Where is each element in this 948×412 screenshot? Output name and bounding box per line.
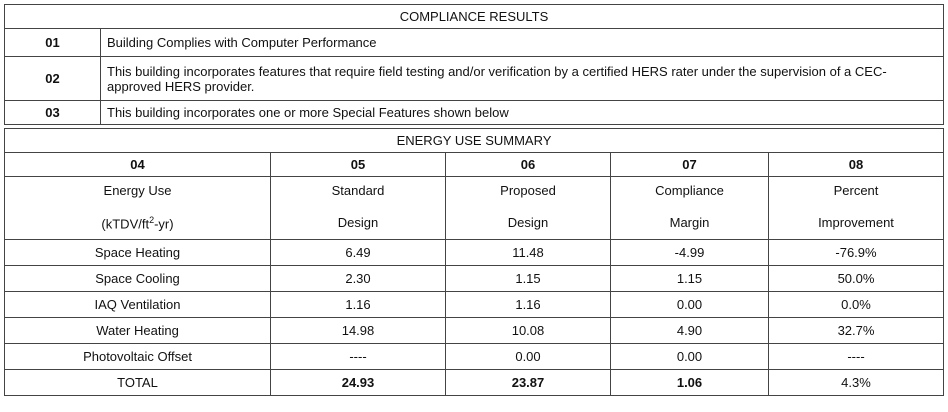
- cell-value: 0.00: [610, 291, 769, 318]
- item-text: Building Complies with Computer Performa…: [100, 28, 944, 57]
- header-top: Proposed: [500, 183, 556, 198]
- cell-value: 1.15: [445, 265, 611, 292]
- row-label: Space Cooling: [4, 265, 271, 292]
- cell-value: 1.16: [270, 291, 446, 318]
- column-number-row: 04 05 06 07 08: [4, 152, 944, 177]
- column-header: Percent Improvement: [768, 176, 944, 240]
- column-header: Standard Design: [270, 176, 446, 240]
- column-header: Energy Use (kTDV/ft2-yr): [4, 176, 271, 240]
- cell-value: 1.06: [610, 369, 769, 396]
- header-top: Energy Use: [103, 183, 172, 198]
- item-number: 03: [4, 100, 101, 125]
- cell-value: 0.00: [445, 343, 611, 370]
- energy-use-summary: ENERGY USE SUMMARY 04 05 06 07 08 Energy Use (…: [4, 128, 944, 396]
- header-top: Compliance: [655, 183, 724, 198]
- unit-sup: 2: [149, 215, 155, 225]
- item-number: 02: [4, 56, 101, 101]
- header-bottom: Margin: [669, 215, 710, 230]
- cell-value: 23.87: [445, 369, 611, 396]
- cell-value: 32.7%: [768, 317, 944, 344]
- cell-value: 50.0%: [768, 265, 944, 292]
- cell-value: 10.08: [445, 317, 611, 344]
- compliance-row: 02 This building incorporates features th…: [4, 56, 944, 101]
- data-row: Space Cooling 2.30 1.15 1.15 50.0%: [4, 265, 944, 292]
- column-header: Proposed Design: [445, 176, 611, 240]
- header-bottom: Design: [337, 215, 379, 230]
- section-title: COMPLIANCE RESULTS: [4, 4, 944, 29]
- data-row: Space Heating 6.49 11.48 -4.99 -76.9%: [4, 239, 944, 266]
- cell-value: ----: [768, 343, 944, 370]
- data-row: Water Heating 14.98 10.08 4.90 32.7%: [4, 317, 944, 344]
- header-bottom: Improvement: [818, 215, 894, 230]
- cell-value: 0.0%: [768, 291, 944, 318]
- cell-value: 24.93: [270, 369, 446, 396]
- compliance-row: 03 This building incorporates one or more…: [4, 100, 944, 125]
- item-number: 01: [4, 28, 101, 57]
- data-row: IAQ Ventilation 1.16 1.16 0.00 0.0%: [4, 291, 944, 318]
- row-label: Photovoltaic Offset: [4, 343, 271, 370]
- item-text: This building incorporates features that…: [100, 56, 944, 101]
- data-row: TOTAL 24.93 23.87 1.06 4.3%: [4, 369, 944, 396]
- compliance-results: COMPLIANCE RESULTS 01 Building Complies w…: [4, 4, 944, 125]
- column-number: 08: [768, 152, 944, 177]
- row-label: TOTAL: [4, 369, 271, 396]
- cell-value: ----: [270, 343, 446, 370]
- row-label: Water Heating: [4, 317, 271, 344]
- column-number: 07: [610, 152, 769, 177]
- cell-value: 1.15: [610, 265, 769, 292]
- column-number: 04: [4, 152, 271, 177]
- cell-value: -76.9%: [768, 239, 944, 266]
- cell-value: 14.98: [270, 317, 446, 344]
- cell-value: 1.16: [445, 291, 611, 318]
- section-title: ENERGY USE SUMMARY: [4, 128, 944, 153]
- cell-value: 0.00: [610, 343, 769, 370]
- column-number: 05: [270, 152, 446, 177]
- header-top: Percent: [833, 183, 879, 198]
- column-number: 06: [445, 152, 611, 177]
- cell-value: 11.48: [445, 239, 611, 266]
- compliance-row: 01 Building Complies with Computer Perfor…: [4, 28, 944, 57]
- cell-value: 4.90: [610, 317, 769, 344]
- data-row: Photovoltaic Offset ---- 0.00 0.00 ----: [4, 343, 944, 370]
- item-text: This building incorporates one or more S…: [100, 100, 944, 125]
- cell-value: 4.3%: [768, 369, 944, 396]
- header-bottom: Design: [507, 215, 549, 230]
- row-label: Space Heating: [4, 239, 271, 266]
- unit-text: (kTDV/ft: [101, 216, 150, 232]
- header-bottom: (kTDV/ft2-yr): [11, 215, 264, 231]
- unit-tail: -yr): [154, 216, 174, 232]
- cell-value: -4.99: [610, 239, 769, 266]
- column-header: Compliance Margin: [610, 176, 769, 240]
- cell-value: 2.30: [270, 265, 446, 292]
- row-label: IAQ Ventilation: [4, 291, 271, 318]
- header-top: Standard: [331, 183, 385, 198]
- column-header-row: Energy Use (kTDV/ft2-yr) Standard Design Pro…: [4, 176, 944, 240]
- cell-value: 6.49: [270, 239, 446, 266]
